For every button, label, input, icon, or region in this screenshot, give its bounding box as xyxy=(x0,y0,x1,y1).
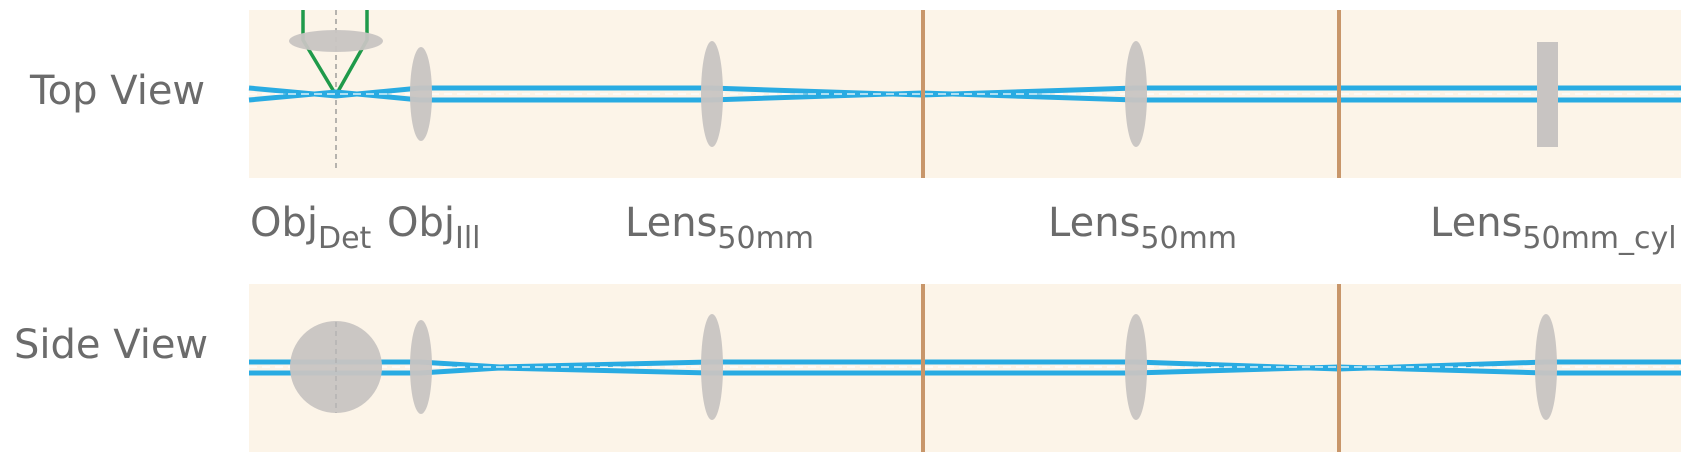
lens1-side xyxy=(701,314,723,420)
cyl-lens-top xyxy=(1537,42,1558,147)
label-obj-ill-main: Obj xyxy=(387,200,455,246)
lens2-side xyxy=(1125,314,1147,420)
label-lens1: Lens50mm xyxy=(625,200,814,256)
label-lens2: Lens50mm xyxy=(1048,200,1237,256)
side-view-panel xyxy=(249,284,1681,452)
label-lens1-sub: 50mm xyxy=(717,221,815,256)
label-lens-cyl: Lens50mm_cyl xyxy=(1430,200,1677,256)
side-view-label: Side View xyxy=(14,322,209,368)
obj-det-lens-top xyxy=(289,30,383,52)
label-lens-cyl-main: Lens xyxy=(1430,200,1523,246)
lens1-top xyxy=(701,41,723,147)
label-lens2-main: Lens xyxy=(1048,200,1141,246)
label-lens2-sub: 50mm xyxy=(1140,221,1238,256)
label-obj-det-main: Obj xyxy=(250,200,318,246)
label-obj-det: ObjDet xyxy=(250,200,371,256)
label-obj-ill: ObjIll xyxy=(387,200,481,256)
obj-ill-lens-side xyxy=(410,320,432,414)
label-obj-ill-sub: Ill xyxy=(455,221,481,256)
top-view-label: Top View xyxy=(30,68,206,114)
label-obj-det-sub: Det xyxy=(318,221,372,256)
label-lens-cyl-sub: 50mm_cyl xyxy=(1522,221,1677,256)
top-view-panel xyxy=(248,10,1681,178)
cyl-lens-side xyxy=(1535,314,1557,420)
obj-ill-lens-top xyxy=(410,47,432,141)
label-lens1-main: Lens xyxy=(625,200,718,246)
lens2-top xyxy=(1125,41,1147,147)
